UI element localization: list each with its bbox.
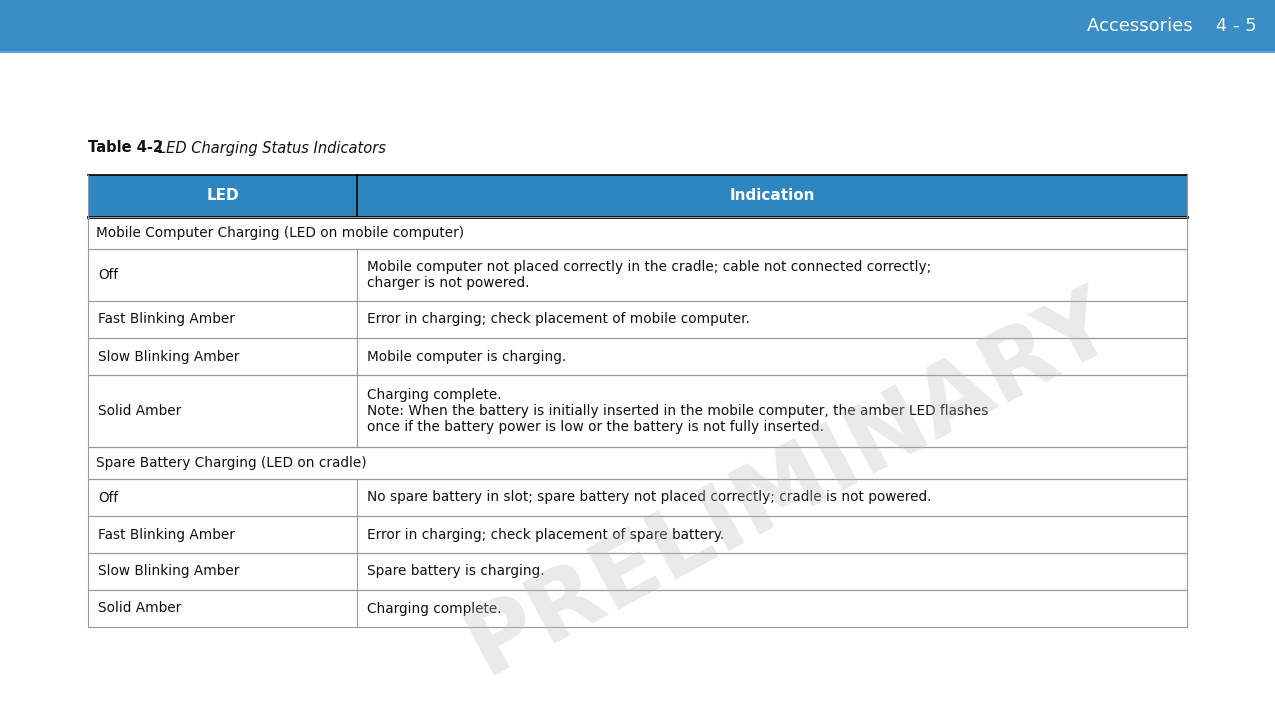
Text: Accessories    4 - 5: Accessories 4 - 5 (1088, 17, 1257, 35)
Text: Note: When the battery is initially inserted in the mobile computer, the amber L: Note: When the battery is initially inse… (367, 404, 988, 418)
Bar (0, 0, 1275, 52)
Text: Slow Blinking Amber: Slow Blinking Amber (98, 565, 240, 578)
Text: No spare battery in slot; spare battery not placed correctly; cradle is not powe: No spare battery in slot; spare battery … (367, 491, 932, 505)
Text: Off: Off (98, 491, 119, 505)
Text: Slow Blinking Amber: Slow Blinking Amber (98, 350, 240, 364)
Text: Indication: Indication (729, 189, 815, 204)
Text: charger is not powered.: charger is not powered. (367, 276, 529, 290)
Text: Solid Amber: Solid Amber (98, 404, 181, 418)
Text: Charging complete.: Charging complete. (367, 387, 502, 402)
Text: Error in charging; check placement of spare battery.: Error in charging; check placement of sp… (367, 528, 724, 542)
Text: Charging complete.: Charging complete. (367, 602, 502, 615)
Text: Spare battery is charging.: Spare battery is charging. (367, 565, 544, 578)
Text: Mobile Computer Charging (LED on mobile computer): Mobile Computer Charging (LED on mobile … (96, 226, 464, 240)
Text: LED Charging Status Indicators: LED Charging Status Indicators (158, 140, 386, 155)
Text: Table 4-2: Table 4-2 (88, 140, 163, 155)
Text: Error in charging; check placement of mobile computer.: Error in charging; check placement of mo… (367, 313, 750, 327)
Text: once if the battery power is low or the battery is not fully inserted.: once if the battery power is low or the … (367, 421, 824, 434)
Text: LED: LED (207, 189, 238, 204)
Text: Mobile computer not placed correctly in the cradle; cable not connected correctl: Mobile computer not placed correctly in … (367, 260, 932, 273)
Text: Spare Battery Charging (LED on cradle): Spare Battery Charging (LED on cradle) (96, 456, 367, 470)
Text: Mobile computer is charging.: Mobile computer is charging. (367, 350, 566, 364)
Text: Solid Amber: Solid Amber (98, 602, 181, 615)
Bar (88, 175, 1187, 217)
Text: Fast Blinking Amber: Fast Blinking Amber (98, 313, 235, 327)
Text: Off: Off (98, 268, 119, 282)
Text: Fast Blinking Amber: Fast Blinking Amber (98, 528, 235, 542)
Text: PRELIMINARY: PRELIMINARY (451, 275, 1130, 693)
